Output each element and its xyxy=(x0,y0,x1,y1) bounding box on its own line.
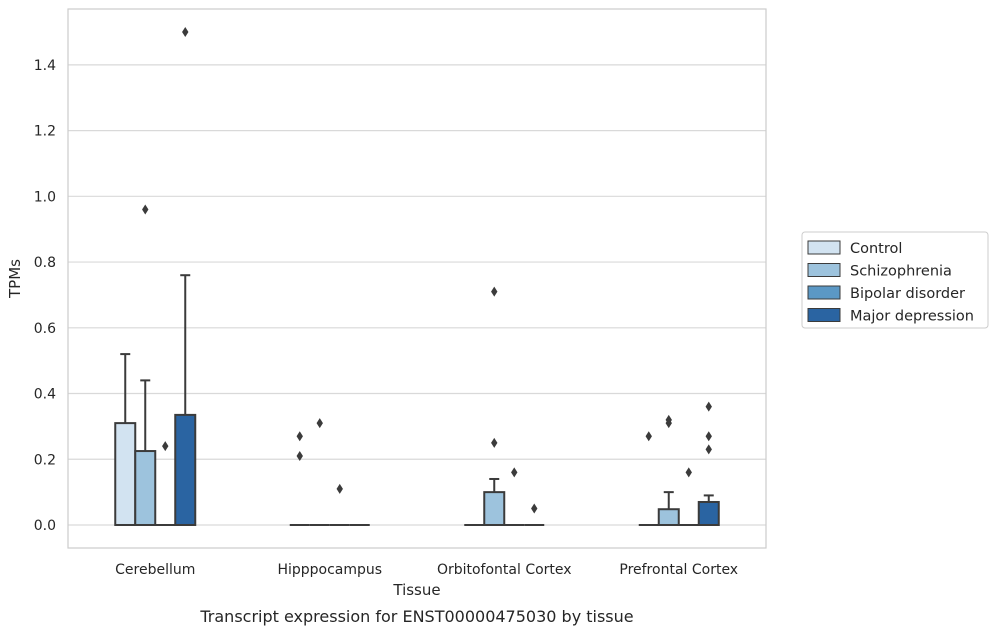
legend-label: Bipolar disorder xyxy=(850,286,965,302)
outlier-marker xyxy=(296,450,303,461)
y-tick-label: 1.2 xyxy=(34,124,56,140)
x-tick-label: Orbitofontal Cortex xyxy=(437,562,572,578)
y-axis-label: TPMs xyxy=(6,259,24,299)
outlier-marker xyxy=(705,431,712,442)
chart-caption: Transcript expression for ENST0000047503… xyxy=(199,607,633,626)
outlier-marker xyxy=(511,467,518,478)
box-body xyxy=(657,508,680,526)
boxes xyxy=(114,274,720,526)
y-tick-label: 0.8 xyxy=(34,255,56,271)
box-3-0 xyxy=(174,274,197,526)
legend-item: Schizophrenia xyxy=(807,263,952,280)
box-body xyxy=(114,422,137,526)
y-tick-label: 0.0 xyxy=(34,518,56,534)
x-tick-label: Cerebellum xyxy=(115,562,195,578)
x-tick-label: Prefrontal Cortex xyxy=(619,562,738,578)
box-body xyxy=(697,500,720,526)
legend-items: Control Schizophrenia Bipolar disorder Majo… xyxy=(807,240,974,325)
x-tick-labels: Cerebellum Hipppocampus Orbitofontal Corte… xyxy=(115,562,738,578)
outlier-marker xyxy=(531,503,538,514)
legend-item: Control xyxy=(807,240,902,257)
outlier-marker xyxy=(685,467,692,478)
y-tick-label: 0.6 xyxy=(34,321,56,337)
x-tick-label: Hipppocampus xyxy=(277,562,382,578)
legend-swatch xyxy=(807,263,841,277)
box-1-2 xyxy=(483,477,506,526)
y-tick-label: 0.4 xyxy=(34,387,56,403)
outlier-marker xyxy=(705,444,712,455)
x-axis-label: Tissue xyxy=(392,581,440,599)
y-tick-label: 1.0 xyxy=(34,189,56,205)
box-body xyxy=(134,450,157,526)
outlier-marker xyxy=(142,204,149,215)
outlier-marker xyxy=(296,431,303,442)
box-body xyxy=(483,491,506,526)
legend-item: Bipolar disorder xyxy=(807,285,965,302)
box-0-0 xyxy=(114,353,137,526)
plot-area-frame xyxy=(67,8,767,549)
legend-item: Major depression xyxy=(807,308,974,325)
outlier-marker xyxy=(665,414,672,425)
box-3-3 xyxy=(697,494,720,526)
outlier-marker xyxy=(336,483,343,494)
y-tick-labels: 0.0 0.2 0.4 0.6 0.8 1.0 1.2 1.4 xyxy=(34,58,56,534)
box-1-0 xyxy=(134,379,157,526)
outlier-marker xyxy=(316,418,323,429)
box-1-3 xyxy=(657,491,680,526)
legend-frame xyxy=(801,231,989,329)
grid-lines xyxy=(68,64,766,526)
outlier-marker xyxy=(491,437,498,448)
legend-label: Control xyxy=(850,241,902,257)
legend-swatch xyxy=(807,240,841,255)
y-tick-label: 0.2 xyxy=(34,452,56,468)
outlier-marker xyxy=(491,286,498,297)
box-body xyxy=(174,413,197,526)
legend-label: Major depression xyxy=(850,309,974,325)
y-tick-label: 1.4 xyxy=(34,58,56,74)
outlier-points xyxy=(142,27,712,514)
legend: Control Schizophrenia Bipolar disorder Majo… xyxy=(801,231,989,329)
outlier-marker xyxy=(645,431,652,442)
outlier-marker xyxy=(705,401,712,412)
legend-label: Schizophrenia xyxy=(850,264,952,280)
legend-swatch xyxy=(807,285,841,300)
legend-swatch xyxy=(807,308,841,322)
outlier-marker xyxy=(162,441,169,452)
outlier-marker xyxy=(182,27,189,38)
